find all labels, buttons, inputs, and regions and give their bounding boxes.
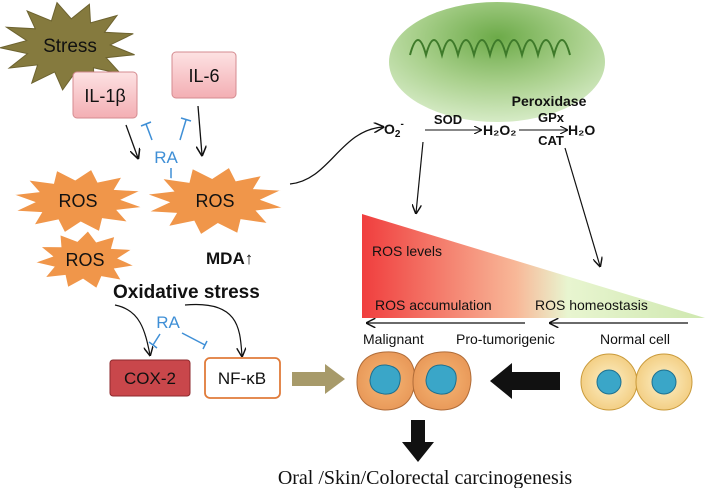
cox2-label: COX-2 (124, 369, 176, 388)
ros-starburst-3 (29, 228, 140, 291)
il1b-to-ros-arrow (125, 124, 138, 158)
olive-arrow-to-tumor-cells (292, 364, 345, 394)
il1b-box (72, 71, 138, 119)
ros-label-1: ROS (58, 191, 97, 211)
down-arrow-to-carcinogenesis (402, 420, 434, 462)
cat-label: CAT (538, 133, 564, 148)
ros-to-mitochondria-arrow (289, 127, 383, 185)
oxidative-stress-label: Oxidative stress (113, 282, 260, 303)
mitochondrion-cristae (409, 39, 571, 59)
ros-starburst-1 (11, 167, 145, 235)
h2o-label: H₂O (568, 122, 595, 138)
peroxidase-label: Peroxidase (512, 93, 587, 109)
ros-homeostasis-label: ROS homeostasis (535, 297, 648, 313)
normal-cells (580, 353, 693, 411)
il6-to-ros-arrow (198, 105, 202, 155)
il6-box (171, 51, 237, 99)
ros-accumulation-label: ROS accumulation (375, 297, 492, 313)
black-arrow-to-malignant (490, 363, 560, 399)
mitochondrion (389, 2, 605, 122)
nfkb-box (204, 357, 281, 399)
oxidative-to-nfkb-arrow (184, 303, 242, 356)
mda-label: MDA↑ (206, 249, 253, 268)
carcinogenesis-label: Oral /Skin/Colorectal carcinogenesis (278, 467, 573, 488)
ros-label-2: ROS (195, 191, 234, 211)
nfkb-label: NF-κB (218, 369, 266, 388)
ra-top-label: RA (154, 148, 178, 167)
ros-levels-label: ROS levels (372, 243, 442, 259)
gpx-label: GPx (538, 110, 565, 125)
ros-starburst-2 (144, 165, 286, 237)
oxidative-to-cox2-arrow (114, 304, 150, 355)
ros-gradient-triangle (362, 214, 705, 318)
sod-label: SOD (434, 112, 462, 127)
stage-pro-tumorigenic: Pro-tumorigenic (456, 331, 555, 347)
o2-label: O2- (384, 119, 404, 140)
cox2-box (109, 359, 191, 397)
il1b-label: IL-1β (84, 86, 125, 106)
h2o-to-homeostasis-arrow (564, 147, 600, 266)
stress-label: Stress (43, 36, 97, 57)
o2-to-ros-levels-arrow (416, 141, 424, 213)
h2o2-label: H₂O₂ (483, 122, 516, 138)
il6-label: IL-6 (188, 66, 219, 86)
ra-inhibition-marks-bottom (148, 332, 208, 350)
ros-label-3: ROS (65, 250, 104, 270)
malignant-cells (356, 351, 472, 411)
stage-malignant: Malignant (363, 331, 424, 347)
stage-normal-cell: Normal cell (600, 331, 670, 347)
ra-bottom-label: RA (156, 313, 180, 332)
